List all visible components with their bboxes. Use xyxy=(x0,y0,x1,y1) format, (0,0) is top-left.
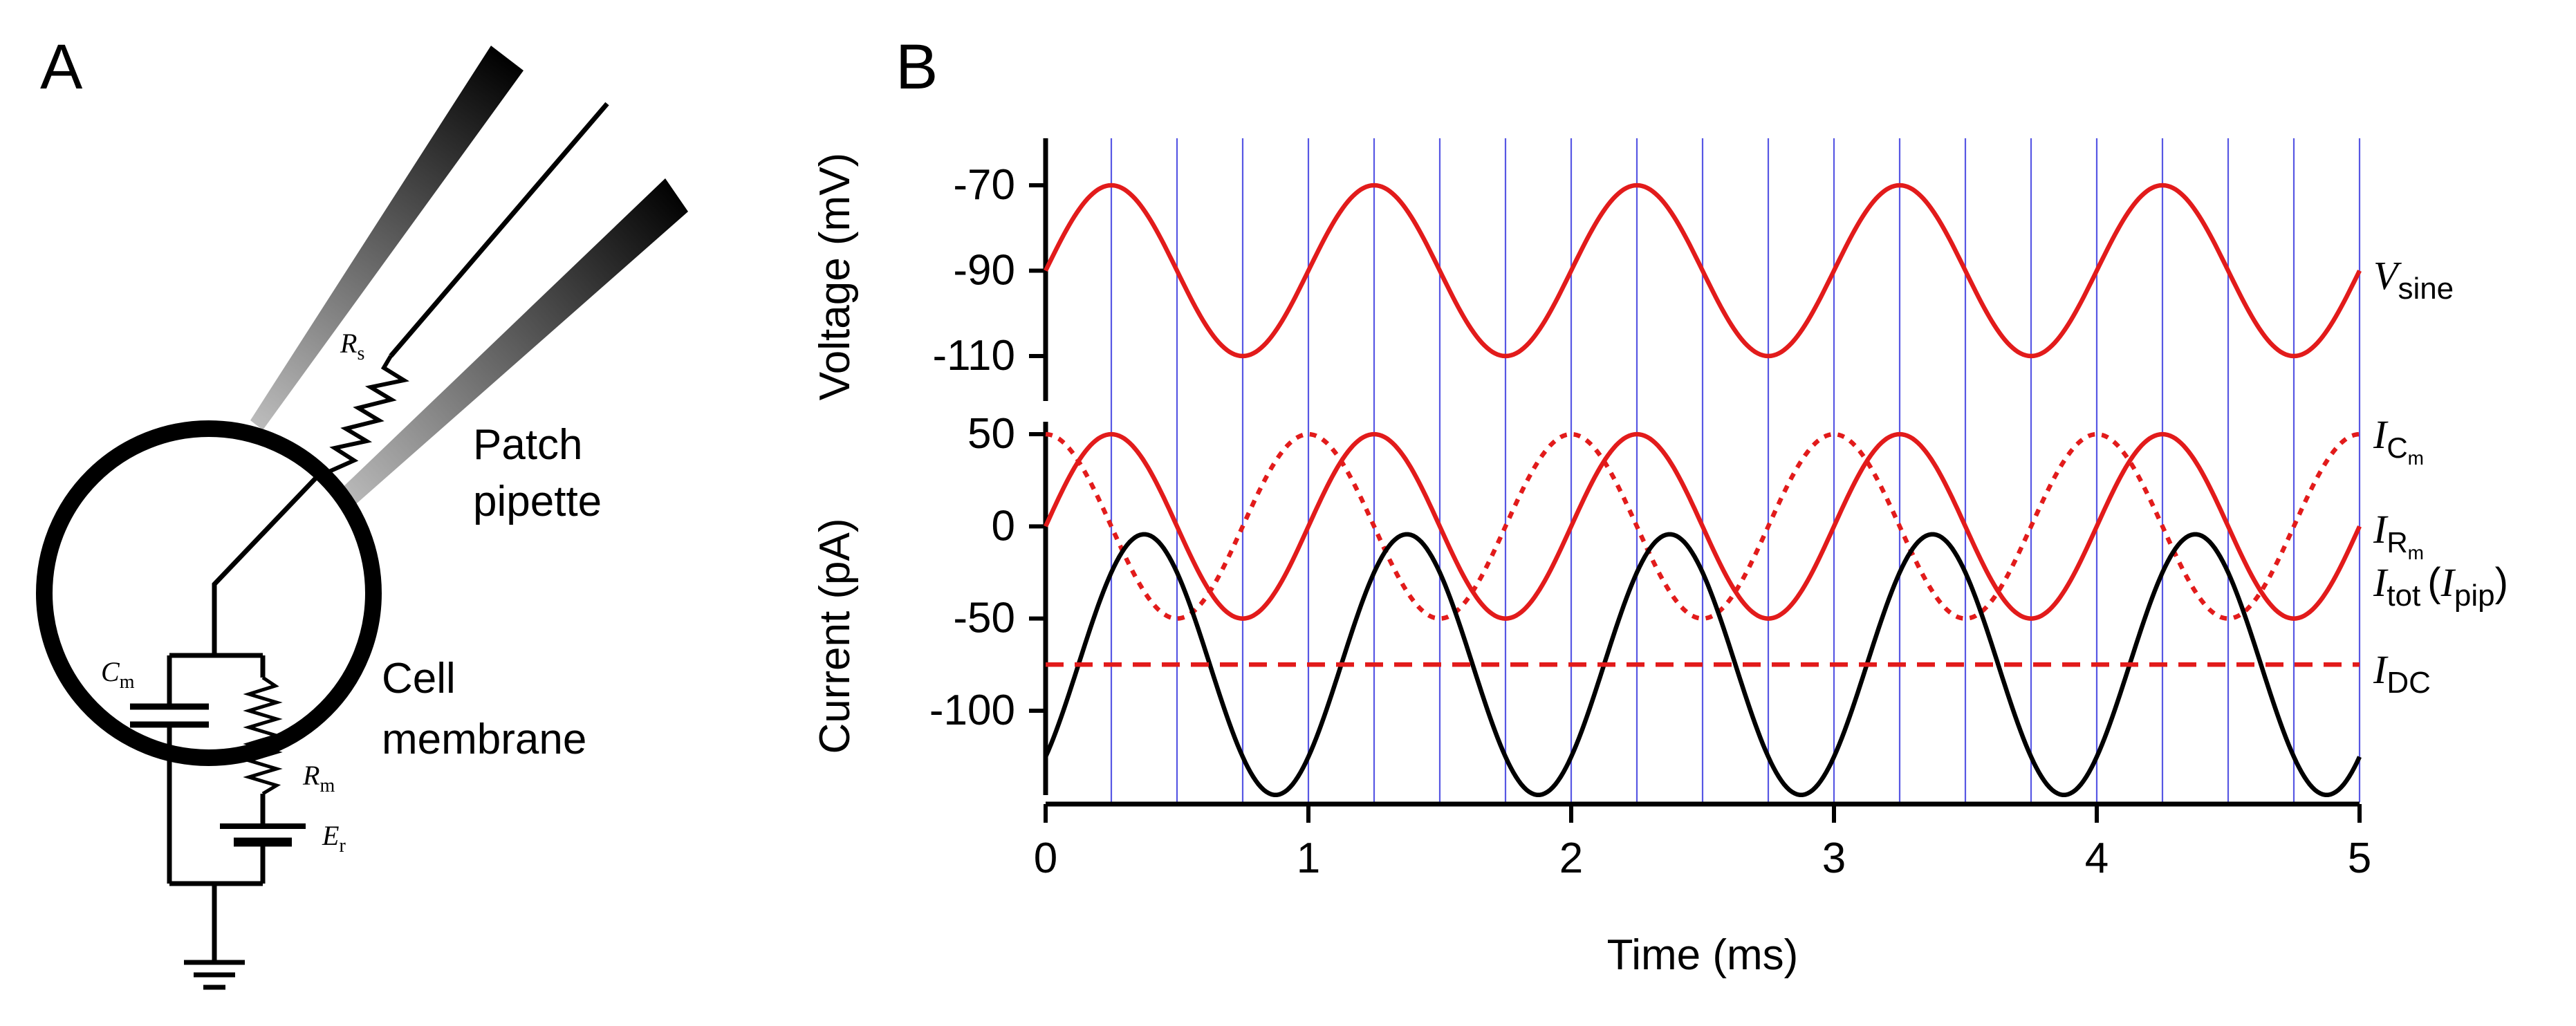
cell-membrane-circle xyxy=(36,420,382,766)
time-tick-label: 5 xyxy=(2348,834,2371,882)
trace-vsine xyxy=(1044,183,2362,359)
time-tick-label: 3 xyxy=(1822,834,1846,882)
voltage-tick-label: -90 xyxy=(953,247,1015,295)
pipette-wall-left xyxy=(250,46,523,430)
pipette-wall-right xyxy=(337,178,688,508)
trace-icm xyxy=(1045,431,2360,621)
voltage-axis-label: Voltage (mV) xyxy=(811,153,859,400)
panel-a: A Rs Cm Rm xyxy=(36,32,688,990)
cell-membrane-label-line2: membrane xyxy=(382,716,586,763)
time-tick-label: 0 xyxy=(1034,834,1057,882)
grid-lines xyxy=(1110,138,2361,802)
cell-membrane-label-line1: Cell xyxy=(382,655,456,702)
intracellular-wire xyxy=(212,475,319,655)
cm-label: Cm xyxy=(101,656,135,693)
panel-b-label: B xyxy=(896,32,938,102)
trace-irm xyxy=(1044,431,2362,621)
current-tick-label: 0 xyxy=(992,502,1015,550)
trace-itot xyxy=(1044,532,2362,798)
time-axis-label: Time (ms) xyxy=(1607,931,1799,979)
electrode-wire xyxy=(389,102,609,358)
current-axis-label: Current (pA) xyxy=(811,518,859,754)
current-tick-label: -50 xyxy=(953,595,1015,642)
traces xyxy=(1044,183,2362,798)
vsine-legend: Vsine xyxy=(2373,253,2454,306)
rs-label: Rs xyxy=(340,328,364,364)
voltage-ticks: -70 -90 -110 xyxy=(933,161,1046,380)
icm-legend: ICm xyxy=(2373,412,2424,469)
time-tick-label: 2 xyxy=(1559,834,1583,882)
time-tick-label: 1 xyxy=(1297,834,1320,882)
time-tick-label: 4 xyxy=(2085,834,2109,882)
current-ticks: 50 0 -50 -100 xyxy=(929,410,1046,734)
ground-icon xyxy=(184,960,245,990)
patch-pipette-label-line2: pipette xyxy=(473,478,602,525)
er-label: Er xyxy=(322,820,346,857)
panel-a-label: A xyxy=(40,32,83,102)
itot-legend: Itot (Ipip) xyxy=(2373,560,2508,613)
voltage-tick-label: -70 xyxy=(953,161,1015,209)
rm-label: Rm xyxy=(302,760,335,796)
time-ticks: 0 1 2 3 4 5 xyxy=(1034,804,2371,882)
current-tick-label: 50 xyxy=(967,410,1015,458)
irm-legend: IRm xyxy=(2373,507,2424,563)
rs-resistor xyxy=(315,355,409,479)
panel-b: B -70 -90 -110 50 0 -50 -100 0 1 2 3 4 5 Voltage (… xyxy=(811,32,2508,979)
idc-legend: IDC xyxy=(2373,647,2431,700)
patch-pipette-label-line1: Patch xyxy=(473,421,583,469)
rm-resistor xyxy=(243,675,283,796)
voltage-tick-label: -110 xyxy=(933,332,1016,380)
current-tick-label: -100 xyxy=(929,687,1015,734)
